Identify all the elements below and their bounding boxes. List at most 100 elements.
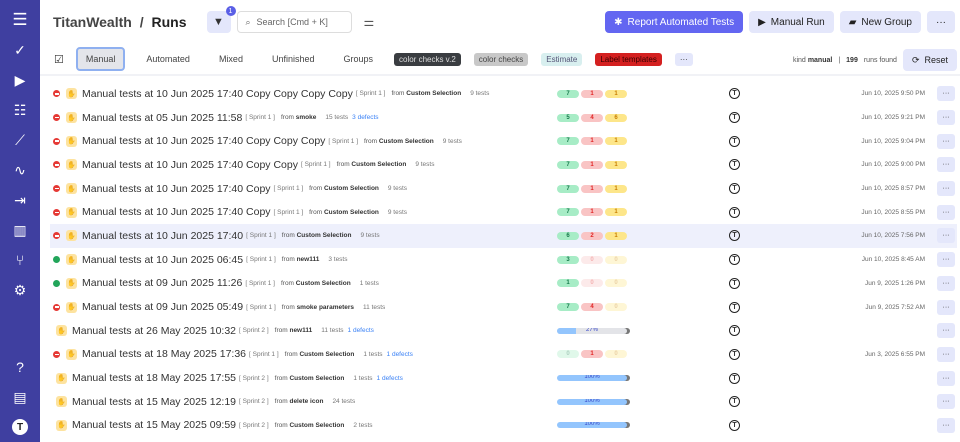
more-labels-button[interactable]: ···	[674, 52, 693, 66]
chart-icon[interactable]: ▥	[13, 221, 27, 238]
play-icon[interactable]: ▶	[14, 71, 26, 88]
label-filter[interactable]: Estimate	[541, 52, 583, 66]
run-row[interactable]: ✋ Manual tests at 09 Jun 2025 11:26[ Spri…	[50, 272, 957, 296]
sliders-icon[interactable]: ⚌	[363, 15, 375, 29]
folder-icon[interactable]: ▤	[13, 388, 27, 405]
run-title[interactable]: Manual tests at 15 May 2025 09:59	[72, 419, 237, 432]
avatar[interactable]: T	[0, 412, 40, 442]
defects-link[interactable]: 1 defects	[386, 350, 413, 358]
status-failed-icon	[53, 185, 60, 193]
label-filter[interactable]: color checks v.2	[394, 52, 461, 66]
run-row[interactable]: ✋ Manual tests at 15 May 2025 12:19[ Spri…	[50, 390, 957, 414]
pulse-icon[interactable]: ∿	[14, 161, 26, 178]
run-title[interactable]: Manual tests at 26 May 2025 10:32	[72, 324, 237, 337]
run-title[interactable]: Manual tests at 10 Jun 2025 17:40 Copy C…	[82, 87, 353, 100]
run-title[interactable]: Manual tests at 10 Jun 2025 17:40 Copy	[82, 182, 271, 195]
failed-count: 1	[581, 137, 603, 146]
tab-groups[interactable]: Groups	[343, 54, 373, 64]
run-row[interactable]: ✋ Manual tests at 09 Jun 2025 05:49[ Spri…	[50, 295, 957, 319]
source-name: delete icon	[289, 398, 324, 406]
tab-manual[interactable]: Manual	[75, 47, 126, 71]
defects-link[interactable]: 1 defects	[376, 374, 403, 382]
run-row[interactable]: ✋ Manual tests at 10 Jun 2025 17:40 Copy …	[50, 82, 957, 106]
source-name: new111	[289, 327, 313, 335]
filter-button[interactable]: ▼ 1	[206, 6, 236, 33]
run-title[interactable]: Manual tests at 15 May 2025 12:19	[72, 395, 237, 408]
new-group-button[interactable]: ▰ New Group	[839, 11, 921, 33]
row-more-button[interactable]: ···	[937, 323, 955, 339]
trend-icon[interactable]: ⟋	[15, 131, 25, 148]
check-icon[interactable]: ✓	[14, 41, 26, 58]
row-more-button[interactable]: ···	[937, 86, 955, 102]
run-row[interactable]: ✋ Manual tests at 10 Jun 2025 17:40 Copy …	[50, 129, 957, 153]
run-title[interactable]: Manual tests at 10 Jun 2025 17:40 Copy C…	[82, 135, 326, 148]
run-title[interactable]: Manual tests at 10 Jun 2025 17:40	[82, 229, 244, 242]
passed-count: 7	[557, 208, 579, 217]
row-more-button[interactable]: ···	[937, 181, 955, 197]
run-title[interactable]: Manual tests at 09 Jun 2025 05:49	[82, 301, 244, 314]
source-name: new111	[296, 256, 320, 264]
row-more-button[interactable]: ···	[937, 252, 955, 268]
filter-icon: ▼	[213, 16, 224, 28]
run-row[interactable]: ✋ Manual tests at 10 Jun 2025 17:40 Copy …	[50, 153, 957, 177]
manual-run-icon: ✋	[66, 88, 77, 100]
from-prefix: from	[274, 421, 288, 429]
list-check-icon[interactable]: ☷	[13, 101, 27, 118]
reset-button[interactable]: ⟳ Reset	[902, 49, 957, 71]
row-more-button[interactable]: ···	[937, 299, 955, 315]
help-icon[interactable]: ?	[16, 359, 24, 375]
import-icon[interactable]: ⇥	[14, 191, 26, 208]
test-count: 1 tests	[359, 279, 379, 287]
run-source: from Custom Selection	[275, 422, 345, 429]
run-title[interactable]: Manual tests at 09 Jun 2025 11:26	[82, 277, 243, 290]
tab-unfinished[interactable]: Unfinished	[271, 54, 315, 64]
more-button[interactable]: ···	[927, 11, 955, 33]
row-more-button[interactable]: ···	[937, 228, 955, 244]
row-more-button[interactable]: ···	[937, 417, 955, 433]
run-row[interactable]: ✋ Manual tests at 18 May 2025 17:55[ Spri…	[50, 366, 957, 390]
row-more-button[interactable]: ···	[937, 157, 955, 173]
progress-label: 100%	[584, 422, 600, 428]
row-more-button[interactable]: ···	[937, 204, 955, 220]
gear-icon[interactable]: ⚙	[13, 281, 27, 298]
run-title[interactable]: Manual tests at 18 May 2025 17:55	[72, 372, 237, 385]
run-title[interactable]: Manual tests at 10 Jun 2025 17:40 Copy	[82, 206, 271, 219]
search-input[interactable]: ⌕ Search [Cmd + K]	[236, 11, 352, 33]
row-more-button[interactable]: ···	[937, 370, 955, 386]
run-row[interactable]: ✋ Manual tests at 10 Jun 2025 17:40[ Spri…	[50, 224, 957, 248]
run-row[interactable]: ✋ Manual tests at 26 May 2025 10:32[ Spri…	[50, 319, 957, 343]
run-row[interactable]: ✋ Manual tests at 10 Jun 2025 17:40 Copy[…	[50, 200, 957, 224]
row-more-button[interactable]: ···	[937, 110, 955, 126]
run-row[interactable]: ✋ Manual tests at 10 Jun 2025 06:45[ Spri…	[50, 248, 957, 272]
manual-run-icon: ✋	[66, 135, 77, 147]
menu-icon[interactable]: ☰	[12, 10, 28, 29]
report-automated-tests-button[interactable]: ✱ Report Automated Tests	[605, 11, 744, 33]
row-more-button[interactable]: ···	[937, 346, 955, 362]
select-all-icon[interactable]: ☑	[54, 53, 64, 66]
row-more-button[interactable]: ···	[937, 275, 955, 291]
row-more-button[interactable]: ···	[937, 133, 955, 149]
run-row[interactable]: ✋ Manual tests at 15 May 2025 09:59[ Spri…	[50, 414, 957, 438]
manual-run-button[interactable]: ▶ Manual Run	[749, 11, 834, 33]
run-title[interactable]: Manual tests at 10 Jun 2025 06:45	[82, 253, 244, 266]
tab-mixed[interactable]: Mixed	[218, 54, 243, 64]
project-name[interactable]: TitanWealth	[53, 14, 132, 30]
run-title[interactable]: Manual tests at 10 Jun 2025 17:40 Copy C…	[82, 158, 298, 171]
defects-link[interactable]: 1 defects	[347, 327, 374, 335]
test-count: 3 tests	[328, 256, 348, 264]
branch-icon[interactable]: ⑂	[15, 252, 25, 268]
run-row[interactable]: ✋ Manual tests at 18 May 2025 17:36[ Spri…	[50, 343, 957, 367]
defects-link[interactable]: 3 defects	[352, 114, 379, 122]
label-filter[interactable]: color checks	[473, 52, 529, 66]
run-title[interactable]: Manual tests at 05 Jun 2025 11:58	[82, 111, 243, 124]
progress-fill	[557, 398, 627, 405]
tab-automated[interactable]: Automated	[146, 54, 190, 64]
row-more-button[interactable]: ···	[937, 394, 955, 410]
label-filter[interactable]: Label templates	[595, 52, 662, 66]
run-row[interactable]: ✋ Manual tests at 10 Jun 2025 17:40 Copy[…	[50, 177, 957, 201]
run-title[interactable]: Manual tests at 18 May 2025 17:36	[82, 348, 247, 361]
manual-run-icon: ✋	[66, 206, 77, 218]
run-date: Jun 10, 2025 8:55 PM	[861, 208, 925, 216]
run-row[interactable]: ✋ Manual tests at 05 Jun 2025 11:58[ Spri…	[50, 106, 957, 130]
